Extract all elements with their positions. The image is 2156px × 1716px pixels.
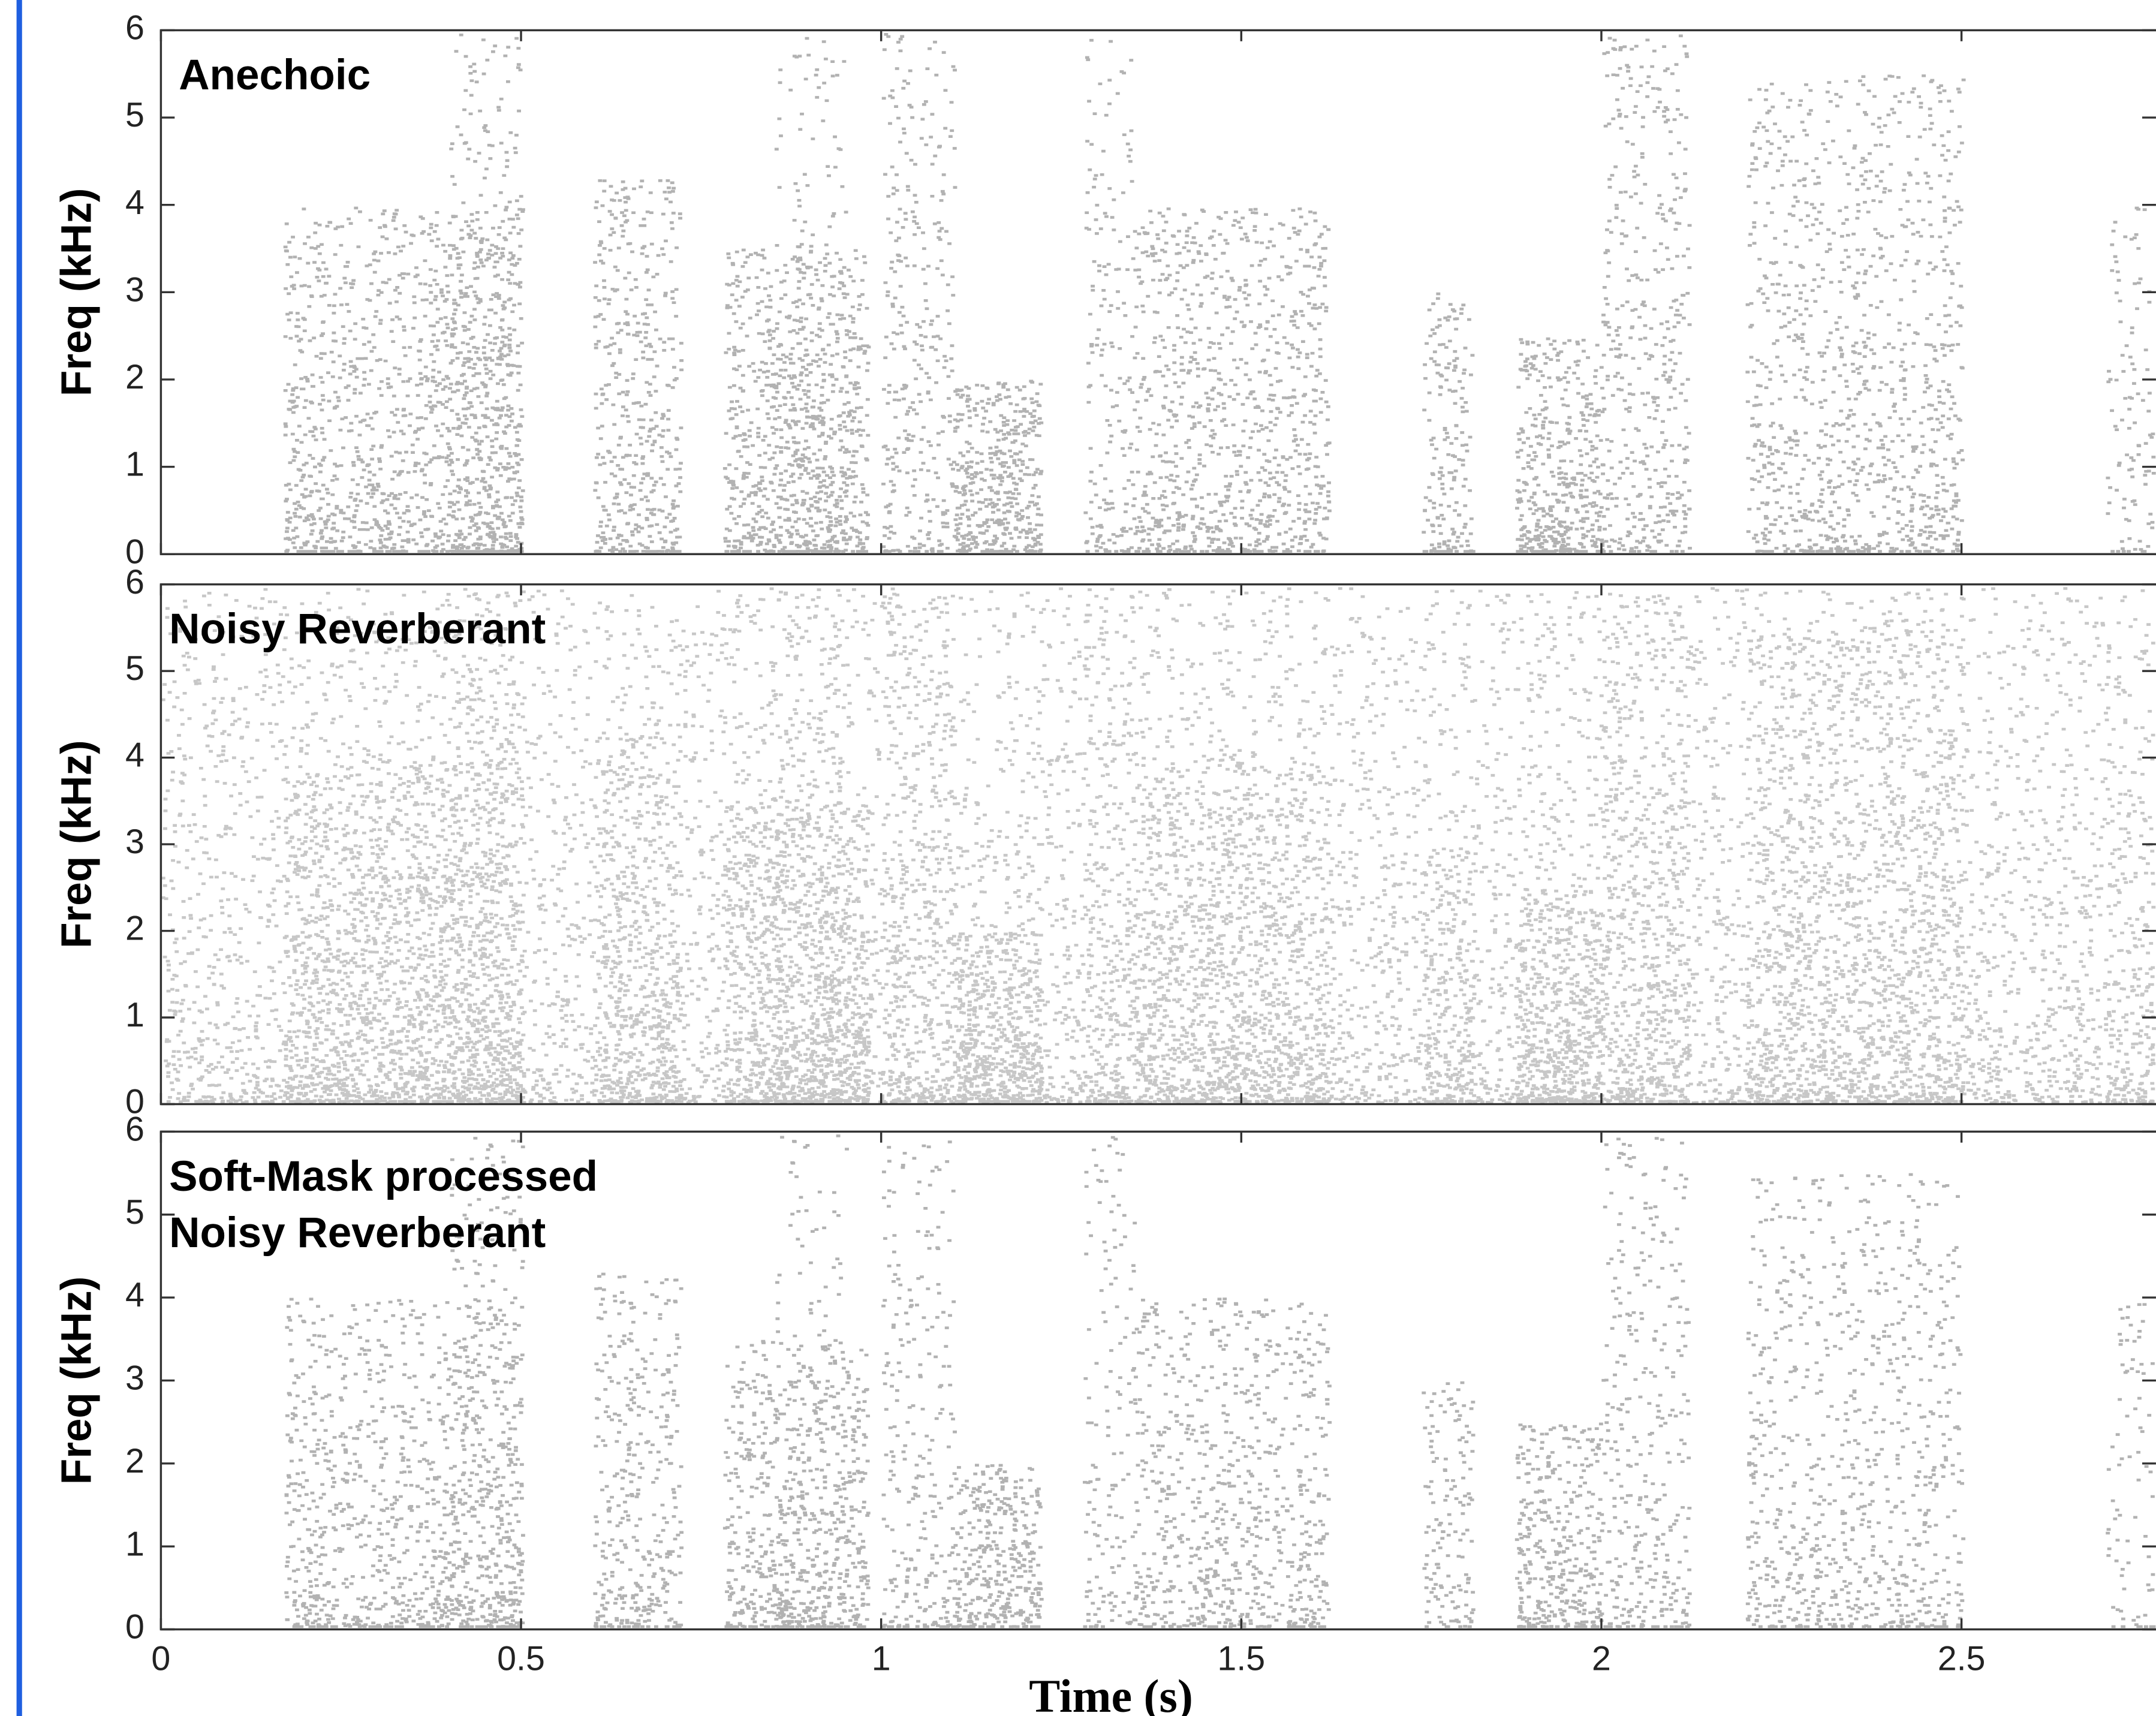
y-tick-label: 2 xyxy=(125,910,144,948)
x-axis-label: Time (s) xyxy=(1029,1670,1193,1716)
plot-frame xyxy=(159,583,2156,1106)
x-tick-label: 2.5 xyxy=(1938,1639,1986,1678)
y-tick-label: 6 xyxy=(125,1110,144,1149)
y-tick-label: 5 xyxy=(125,649,144,688)
panel-title: Noisy Reverberant xyxy=(169,606,546,653)
panel-title: Noisy Reverberant xyxy=(169,1209,546,1257)
plot-frame xyxy=(159,1130,2156,1631)
x-tick-label: 1 xyxy=(872,1639,891,1678)
y-tick-label: 4 xyxy=(125,183,144,222)
y-tick-label: 1 xyxy=(125,1525,144,1563)
x-tick-label: 0.5 xyxy=(497,1639,545,1678)
spectrogram-texture xyxy=(284,1134,2156,1628)
y-tick-label: 4 xyxy=(125,736,144,775)
spectrogram-texture xyxy=(161,587,2156,1104)
y-tick-label: 0 xyxy=(125,1608,144,1646)
y-tick-label: 6 xyxy=(125,9,144,47)
y-tick-label: 2 xyxy=(125,1442,144,1480)
y-axis-label: Freq (kHz) xyxy=(53,1277,100,1485)
y-tick-label: 1 xyxy=(125,445,144,484)
y-tick-label: 5 xyxy=(125,96,144,134)
y-axis-label: Freq (kHz) xyxy=(53,188,100,397)
y-tick-label: 0 xyxy=(125,1083,144,1121)
panel-title: Soft-Mask processed xyxy=(169,1153,598,1200)
side-bar xyxy=(16,0,22,1716)
y-tick-label: 1 xyxy=(125,996,144,1034)
y-tick-label: 3 xyxy=(125,1359,144,1398)
y-tick-label: 3 xyxy=(125,270,144,309)
y-tick-label: 0 xyxy=(125,532,144,571)
y-tick-label: 5 xyxy=(125,1193,144,1232)
y-tick-label: 3 xyxy=(125,823,144,861)
x-tick-label: 0 xyxy=(151,1639,170,1678)
y-axis-label: Freq (kHz) xyxy=(53,740,100,949)
panel-title: Anechoic xyxy=(179,52,371,99)
y-tick-label: 4 xyxy=(125,1276,144,1314)
x-tick-label: 2 xyxy=(1592,1639,1611,1678)
y-tick-label: 2 xyxy=(125,358,144,396)
spectrogram-texture xyxy=(283,33,2156,553)
x-tick-label: 1.5 xyxy=(1217,1639,1265,1678)
y-tick-label: 6 xyxy=(125,563,144,601)
